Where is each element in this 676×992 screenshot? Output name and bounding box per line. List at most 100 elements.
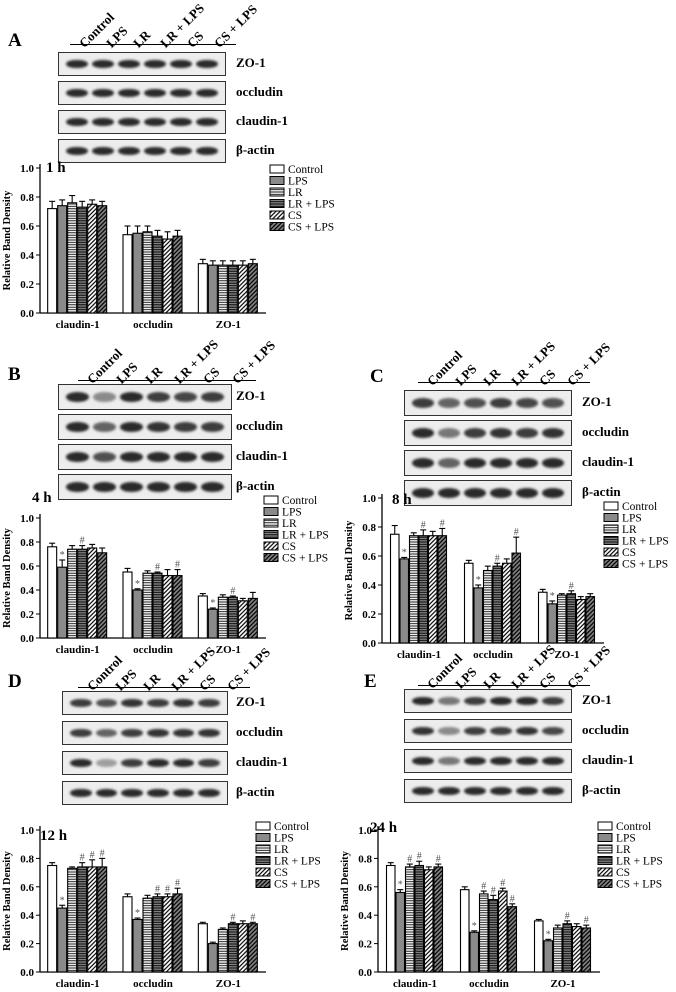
panel-label-b: B: [8, 364, 21, 385]
blot-protein-label: claudin-1: [236, 448, 289, 463]
significance-mark: *: [60, 550, 65, 561]
blot-panel-a: Control LPS LR LR + LPS CS CS + LPS ZO-1 occlud…: [58, 0, 288, 163]
bar: [437, 535, 448, 644]
bar: [67, 548, 78, 639]
blot-band: [490, 726, 512, 736]
bar: [217, 596, 228, 639]
y-tick-label: 0.4: [362, 580, 376, 592]
x-category-label: occludin: [133, 978, 173, 990]
legend-label: Control: [274, 821, 309, 833]
blot-band: [144, 117, 166, 127]
blot-strip: [58, 110, 226, 134]
y-tick-label: 0.0: [20, 967, 34, 979]
blot-band: [201, 422, 224, 432]
bar: [566, 593, 577, 644]
blot-band: [198, 788, 220, 798]
significance-mark: #: [165, 884, 170, 895]
bar: [142, 572, 153, 639]
significance-mark: *: [550, 591, 555, 602]
legend-label: CS: [288, 210, 302, 222]
blot-band: [121, 728, 143, 738]
significance-mark: *: [60, 895, 65, 906]
bar: [547, 603, 558, 644]
y-tick-label: 0.2: [20, 279, 34, 291]
bar: [122, 571, 133, 639]
blot-strip: [58, 444, 232, 470]
significance-mark: *: [472, 921, 477, 932]
blot-band: [412, 488, 434, 498]
blot-protein-label: occludin: [582, 722, 629, 737]
legend-swatch: [269, 222, 285, 231]
blot-band: [95, 728, 118, 738]
blot-band: [438, 726, 460, 736]
legend-swatch: [597, 856, 613, 865]
bar: [172, 893, 183, 973]
blot-band: [118, 59, 140, 69]
significance-mark: #: [175, 560, 180, 571]
legend-label: CS + LPS: [616, 879, 662, 891]
y-tick-label: 1.0: [20, 825, 34, 837]
blot-band: [118, 146, 140, 156]
bar: [473, 587, 484, 644]
legend-swatch: [263, 553, 279, 562]
blot-band: [144, 146, 166, 156]
legend-swatch: [603, 559, 619, 568]
bar: [97, 552, 108, 639]
y-axis-label: Relative Band Density: [2, 850, 13, 951]
blot-band: [147, 422, 170, 432]
bar: [227, 264, 238, 314]
y-axis-label: Relative Band Density: [340, 850, 351, 951]
x-category-label: ZO-1: [554, 649, 579, 660]
chart-time-title: 4 h: [32, 490, 52, 506]
significance-mark: #: [491, 885, 496, 896]
bar: [77, 206, 88, 314]
blot-band: [121, 698, 143, 708]
legend-label: LPS: [288, 176, 308, 188]
blot-band: [170, 117, 192, 127]
blot-band: [121, 788, 143, 798]
blot-band: [66, 452, 89, 462]
blot-band: [464, 488, 486, 498]
blot-band: [120, 482, 143, 492]
bar: [57, 566, 68, 639]
x-category-label: occludin: [133, 644, 173, 656]
blot-protein-label: β-actin: [236, 142, 275, 157]
bar: [57, 907, 68, 973]
blot-band: [542, 488, 564, 498]
significance-mark: #: [155, 884, 160, 895]
blot-band: [542, 756, 564, 766]
chart-panel-b: 4 h 0.0 0.2 0.4 0.6 0.8 1.0 Relative Band Densi…: [2, 490, 329, 656]
bar: [478, 893, 489, 973]
bar: [172, 575, 183, 639]
blot-panel-b: Control LPS LR LR + LPS CS CS + LPS ZO-1 occlud…: [58, 334, 289, 500]
blot-band: [464, 398, 486, 408]
legend-label: CS: [622, 547, 636, 559]
blot-band: [464, 786, 486, 796]
blot-band: [147, 452, 170, 462]
blot-panel-c: Control LPS LR LR + LPS CS CS + LPS ZO-1 occlud…: [404, 336, 634, 506]
lane-group-line: [418, 685, 590, 686]
blot-strip: [404, 689, 572, 713]
lane-group-line: [418, 382, 590, 383]
legend-label: LR: [616, 844, 631, 856]
chart-panel-c: 8 h 0.0 0.2 0.4 0.6 0.8 1.0 Relative Band Densi…: [344, 492, 669, 660]
significance-mark: #: [90, 850, 95, 861]
blot-band: [490, 696, 512, 706]
bar: [537, 591, 548, 644]
chart-panel-a: 1 h 0.0 0.2 0.4 0.6 0.8 1.0 Relative Band Densi…: [2, 160, 335, 331]
legend-swatch: [263, 507, 279, 516]
blot-strip: [58, 52, 226, 76]
significance-mark: #: [175, 878, 180, 889]
blot-band: [66, 88, 88, 98]
y-tick-label: 0.0: [20, 308, 34, 320]
legend-label: CS: [274, 867, 288, 879]
significance-mark: #: [100, 848, 105, 859]
blot-band: [490, 488, 512, 498]
blot-protein-label: occludin: [236, 84, 283, 99]
blot-band: [516, 726, 538, 736]
significance-mark: #: [80, 536, 85, 547]
bar: [227, 596, 238, 639]
significance-mark: #: [417, 851, 422, 862]
blot-band: [92, 117, 114, 127]
legend-label: LPS: [622, 513, 642, 525]
